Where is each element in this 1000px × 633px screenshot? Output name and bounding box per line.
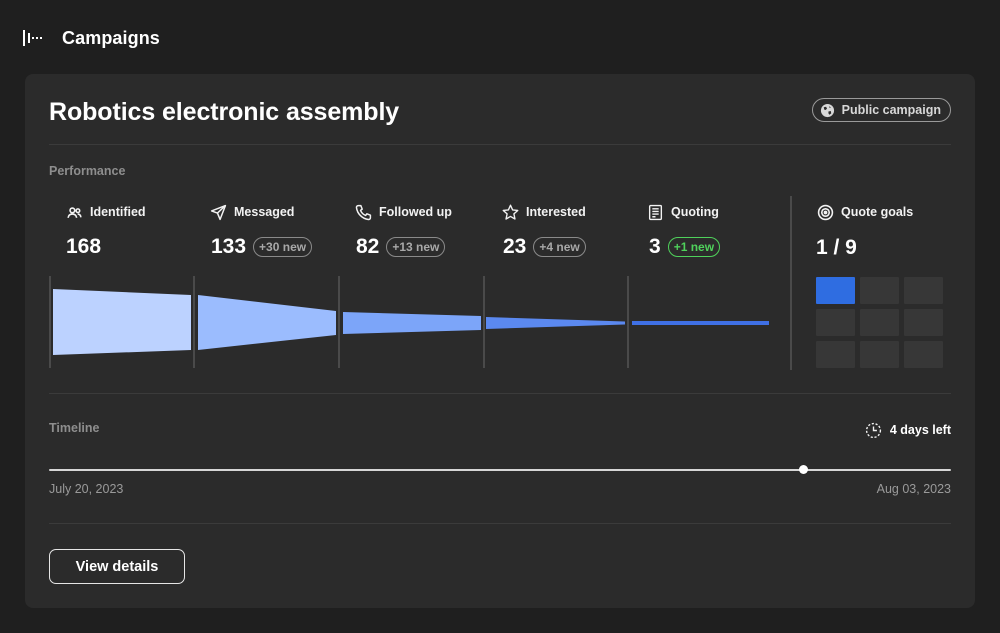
stage-identified: Identified 168 [66,202,211,259]
divider [49,523,951,524]
new-count-badge: +13 new [386,237,446,257]
timeline-end-date: Aug 03, 2023 [876,482,951,496]
goals-separator [790,196,792,370]
new-count-badge: +30 new [253,237,313,257]
performance-label: Performance [49,164,126,178]
timeline-start-date: July 20, 2023 [49,482,124,496]
quote-goals-value: 1 / 9 [816,236,857,259]
app-header: Campaigns [22,26,160,50]
campaign-card: Robotics electronic assembly Public camp… [25,74,975,608]
quote-goals-header: Quote goals [817,202,957,222]
campaign-title: Robotics electronic assembly [49,98,400,126]
clock-icon [865,422,881,438]
funnel-segment-quoting [632,321,769,325]
target-icon [817,204,834,220]
stage-label: Identified [90,205,146,219]
new-count-badge: +4 new [533,237,586,257]
star-icon [502,204,519,220]
funnel-separator [483,276,485,368]
users-icon [67,206,82,218]
funnel-separator [627,276,629,368]
goal-cell-pending [904,341,943,368]
goal-cell-pending [816,341,855,368]
timeline-label: Timeline [49,421,100,435]
goal-cell-pending [860,309,899,336]
globe-icon [820,103,834,117]
app-title: Campaigns [62,27,160,48]
time-left-text: 4 days left [889,423,951,437]
stage-value: 3 [649,235,661,258]
document-icon [648,204,663,220]
view-details-button[interactable]: View details [49,549,185,584]
timeline-progress-marker [798,465,808,474]
divider [49,393,951,394]
stage-label: Interested [526,205,586,219]
stage-value: 23 [503,235,527,258]
badge-label: Public campaign [841,103,941,117]
quote-goals-label: Quote goals [841,205,914,219]
stage-quoting: Quoting 3 +1 new [647,202,792,259]
stage-followed-up: Followed up 82 +13 new [355,202,500,259]
goal-cell-pending [816,309,855,336]
stage-value: 133 [211,235,247,258]
funnel-segment-messaged [198,295,336,350]
goal-cell-pending [860,277,899,304]
stage-messaged: Messaged 133 +30 new [210,202,355,259]
funnel-segment-interested [486,317,625,329]
phone-icon [355,204,372,220]
funnel-separator [49,276,51,368]
new-count-badge: +1 new [667,237,721,257]
quote-goals-grid [816,277,943,368]
stage-label: Messaged [234,205,295,219]
stage-label: Quoting [671,205,719,219]
stage-value: 168 [66,235,102,258]
goal-cell-pending [904,309,943,336]
funnel-separator [338,276,340,368]
stage-interested: Interested 23 +4 new [502,202,647,259]
goal-cell-pending [904,277,943,304]
funnel-chart [49,276,769,368]
signal-logo-icon [23,30,42,46]
send-icon [210,204,227,220]
divider [49,144,951,145]
funnel-segment-identified [53,289,191,355]
timeline-track [49,469,951,471]
stage-label: Followed up [379,205,452,219]
goal-cell-achieved [816,277,855,304]
funnel-segment-followed-up [343,312,481,334]
goal-cell-pending [860,341,899,368]
time-left-indicator: 4 days left [865,420,951,440]
public-campaign-badge[interactable]: Public campaign [811,98,951,122]
stage-value: 82 [356,235,380,258]
funnel-separator [193,276,195,368]
